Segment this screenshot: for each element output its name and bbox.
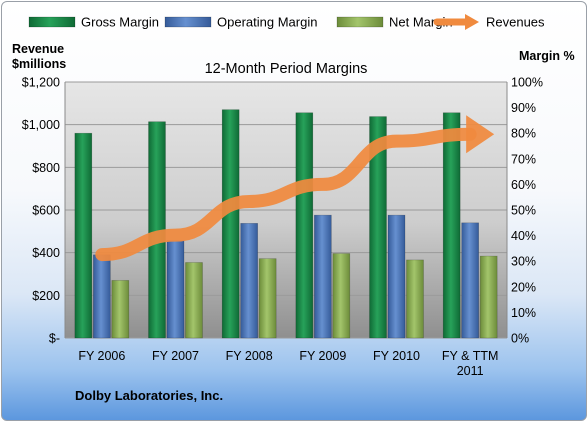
- y-tick-label: $1,000: [22, 118, 60, 132]
- bar-operating-2: [240, 223, 258, 339]
- bar-net-0: [111, 280, 130, 339]
- bar-operating-0: [93, 254, 111, 339]
- legend-label: Net Margin: [389, 15, 453, 30]
- x-tick-label: FY 2007: [152, 349, 199, 363]
- legend: Gross Margin Operating Margin Net Margin Re…: [28, 14, 545, 30]
- bar-gross-3: [295, 112, 314, 339]
- y-tick-label: $400: [32, 246, 60, 260]
- legend-swatch-gross: [28, 16, 76, 28]
- y2-tick-label: 30%: [511, 255, 536, 269]
- legend-label: Gross Margin: [81, 15, 159, 30]
- y-tick-label: $1,200: [22, 76, 60, 90]
- x-tick-label: FY 2006: [78, 349, 125, 363]
- bar-operating-5: [461, 222, 479, 339]
- bar-net-1: [185, 262, 203, 339]
- y2-tick-label: 90%: [511, 101, 536, 115]
- y2-axis-title: Margin %: [519, 49, 575, 63]
- legend-label: Revenues: [486, 15, 545, 30]
- x-tick-label: FY & TTM: [442, 349, 499, 363]
- y2-tick-label: 60%: [511, 178, 536, 192]
- bar-net-5: [479, 255, 498, 339]
- bar-net-2: [258, 258, 277, 339]
- x-tick-label: FY 2009: [299, 349, 346, 363]
- tick-labels: $- $200 $400 $600 $800 $1,000 $1,200 0% 10% 20% 30…: [22, 76, 543, 379]
- bar-gross-0: [74, 132, 93, 339]
- legend-label: Operating Margin: [217, 15, 317, 30]
- revenue-line: [95, 115, 495, 262]
- y-axis-title: Revenue: [12, 42, 64, 56]
- y-axis-title: $millions: [12, 57, 66, 71]
- x-tick-label: FY 2010: [373, 349, 420, 363]
- bar-operating-4: [387, 214, 406, 339]
- y2-tick-label: 70%: [511, 152, 536, 166]
- revenue-arrow-head: [466, 115, 495, 154]
- x-tick-label: 2011: [457, 364, 484, 378]
- revenue-line-path: [95, 127, 477, 262]
- y2-tick-label: 40%: [511, 229, 536, 243]
- company-name: Dolby Laboratories, Inc.: [75, 388, 223, 403]
- y2-tick-label: 100%: [511, 76, 543, 90]
- bar-operating-1: [166, 240, 185, 339]
- bar-gross-4: [369, 116, 387, 339]
- chart-title: 12-Month Period Margins: [205, 61, 368, 77]
- y2-tick-label: 80%: [511, 127, 536, 141]
- legend-swatch-operating: [164, 16, 212, 28]
- bar-net-4: [406, 259, 424, 339]
- y2-tick-label: 20%: [511, 280, 536, 294]
- bar-gross-5: [442, 112, 461, 339]
- bar-net-3: [332, 253, 351, 339]
- x-tick-label: FY 2008: [226, 349, 273, 363]
- y2-tick-label: 0%: [511, 332, 529, 346]
- y-tick-label: $800: [32, 161, 60, 175]
- bar-gross-2: [221, 109, 240, 339]
- gridlines: [64, 81, 508, 339]
- y2-tick-label: 50%: [511, 204, 536, 218]
- y-tick-label: $600: [32, 204, 60, 218]
- y-tick-label: $200: [32, 289, 60, 303]
- y2-tick-label: 10%: [511, 306, 536, 320]
- legend-swatch-net: [336, 16, 384, 28]
- legend-arrow-revenue: [465, 14, 479, 30]
- axis-titles: Revenue$millions Margin %: [12, 42, 575, 71]
- bars: [74, 109, 498, 339]
- bar-operating-3: [314, 214, 332, 339]
- y-tick-label: $-: [49, 332, 60, 346]
